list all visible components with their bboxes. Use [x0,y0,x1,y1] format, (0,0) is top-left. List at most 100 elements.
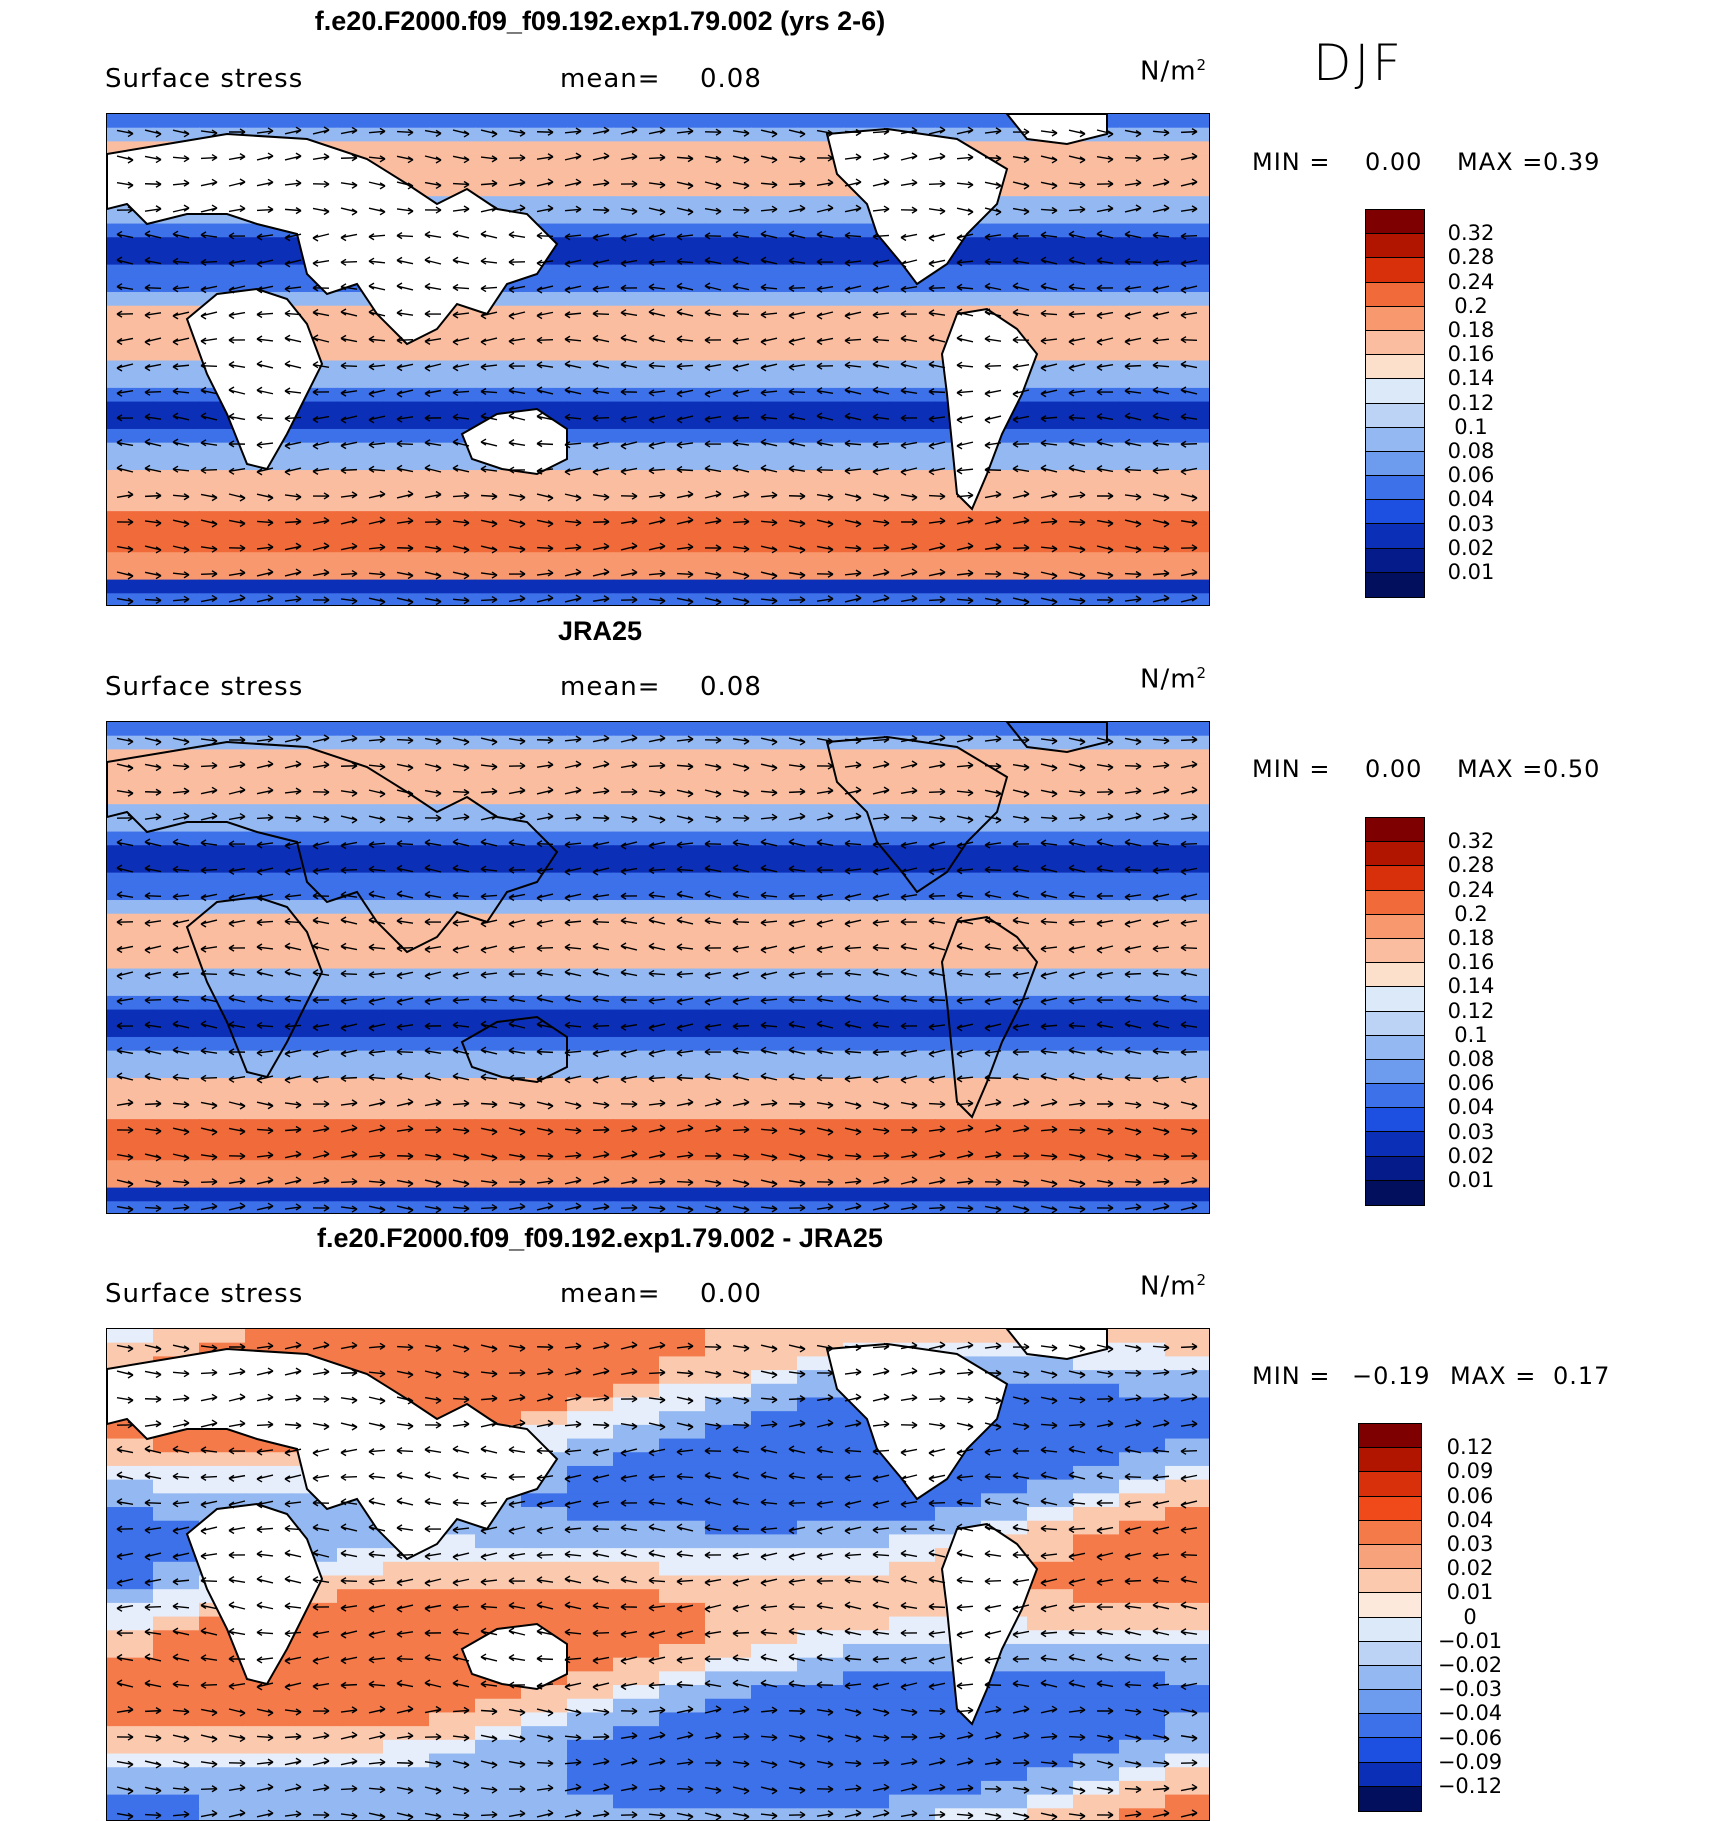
colorbar-tick-label: 0.32 [1447,221,1495,246]
colorbar-swatch [1366,572,1424,597]
colorbar-swatch [1366,1011,1424,1036]
colorbar-swatch [1366,1156,1424,1181]
colorbar-swatch [1366,866,1424,891]
colorbar-swatch [1366,379,1424,404]
continents [107,1329,1108,1726]
colorbar-tick-label: 0.04 [1447,1095,1495,1120]
colorbar-swatch [1366,403,1424,428]
colorbar-tick-label: 0.02 [1447,1143,1495,1168]
colorbar-swatch [1366,987,1424,1012]
panel-3-max-label: MAX = [1450,1362,1537,1390]
panel-2-min-label: MIN = [1252,755,1331,783]
colorbar-swatch [1366,1059,1424,1085]
colorbar-tick-label: −0.03 [1437,1677,1503,1702]
colorbar-tick-label: 0.06 [1447,463,1495,488]
colorbar-tick-label: 0.08 [1447,1047,1495,1071]
panel-1-title: f.e20.F2000.f09_f09.192.exp1.79.002 (yrs… [314,6,886,36]
panel-3-map [106,1328,1210,1821]
colorbar-tick-label: 0.09 [1446,1459,1494,1484]
panel-3-min-value: −0.19 [1352,1362,1431,1390]
colorbar-swatch [1359,1544,1421,1570]
panel-2-units: N/m2 [1140,664,1208,695]
colorbar-swatch [1366,500,1424,525]
colorbar-swatch [1366,938,1424,964]
colorbar-tick-label: 0.18 [1447,926,1495,950]
colorbar-swatch [1359,1786,1421,1811]
colorbar-swatches [1358,1423,1422,1812]
colorbar-tick-label: 0.24 [1447,269,1495,294]
colorbar-tick-label: 0.01 [1446,1580,1494,1605]
colorbar-tick-label: 0.2 [1454,901,1488,926]
panel-2-mean-value: 0.08 [700,672,762,702]
panel-2-field-label: Surface stress [105,672,304,702]
colorbar-swatch [1366,306,1424,331]
colorbar-swatch [1366,234,1424,259]
colorbar-tick-label: 0.14 [1447,974,1495,999]
panel-1-field [107,114,1209,605]
stress-vectors [116,734,1198,1213]
colorbar-tick-label: 0.24 [1447,877,1495,902]
colorbar-tick-label: 0.03 [1446,1532,1494,1556]
field-shading [107,722,1209,1213]
colorbar-tick-label: 0.12 [1446,1435,1494,1460]
colorbar-tick-label: 0.01 [1447,1168,1495,1192]
colorbar-swatches [1365,817,1425,1206]
colorbar-swatch [1366,1108,1424,1133]
colorbar-swatch [1366,330,1424,356]
colorbar-swatch [1359,1690,1421,1715]
colorbar-swatch [1359,1714,1421,1739]
colorbar-swatch [1366,890,1424,915]
colorbar-swatch [1359,1448,1421,1473]
colorbar-swatch [1366,524,1424,549]
panel-2-max-value: 0.50 [1543,755,1601,783]
colorbar-tick-label: 0.03 [1447,511,1495,536]
panel-1-units: N/m2 [1140,56,1208,87]
colorbar-swatch [1366,1035,1424,1060]
colorbar-tick-label: 0.1 [1454,414,1488,439]
panel-3-field-label: Surface stress [105,1279,304,1309]
colorbar-tick-label: −0.06 [1437,1725,1503,1750]
colorbar-tick-label: 0.06 [1446,1483,1494,1508]
panel-2-max-label: MAX = [1457,755,1544,783]
colorbar-tick-label: 0 [1463,1604,1477,1629]
panel-1-max-label: MAX = [1457,148,1544,176]
colorbar-swatch [1359,1617,1421,1642]
colorbar-swatch [1366,427,1424,452]
colorbar-tick-label: −0.12 [1437,1774,1503,1798]
colorbar-swatch [1359,1665,1421,1691]
field-shading [107,114,1209,605]
colorbar-swatch [1366,355,1424,380]
colorbar-tick-label: 0.08 [1447,439,1495,463]
panel-2-field [107,722,1209,1213]
colorbar-tick-label: 0.2 [1454,293,1488,318]
panel-3-field [107,1329,1209,1820]
colorbar-swatch [1366,1084,1424,1109]
colorbar-tick-label: 0.02 [1446,1556,1494,1581]
colorbar-tick-label: −0.04 [1437,1701,1503,1726]
panel-3-mean-value: 0.00 [700,1279,762,1309]
panel-2-title: JRA25 [557,616,643,646]
colorbar-swatch [1366,1180,1424,1205]
field-shading [107,1329,1209,1820]
colorbar-swatch [1359,1641,1421,1666]
colorbar-tick-label: 0.16 [1447,950,1495,975]
panel-1-mean-value: 0.08 [700,64,762,94]
panel-1-mean-label: mean= [560,64,661,94]
colorbar-tick-label: −0.02 [1437,1653,1503,1677]
colorbar-tick-label: 0.04 [1447,487,1495,512]
colorbar-tick-label: −0.09 [1437,1749,1503,1774]
colorbar-swatch [1366,476,1424,501]
colorbar-swatch [1359,1762,1421,1787]
colorbar-tick-label: 0.12 [1447,390,1495,415]
colorbar-tick-label: 0.1 [1454,1022,1488,1047]
panel-3-title: f.e20.F2000.f09_f09.192.exp1.79.002 - JR… [317,1223,883,1253]
colorbar-swatch [1359,1593,1421,1618]
panel-3-units: N/m2 [1140,1271,1208,1302]
panel-3-min-label: MIN = [1252,1362,1331,1390]
colorbar-tick-label: 0.16 [1447,342,1495,367]
panel-1-min-label: MIN = [1252,148,1331,176]
panel-2-mean-label: mean= [560,672,661,702]
colorbar-swatch [1359,1520,1421,1545]
colorbar-swatch [1366,842,1424,867]
season-label: DJF [1313,34,1405,92]
